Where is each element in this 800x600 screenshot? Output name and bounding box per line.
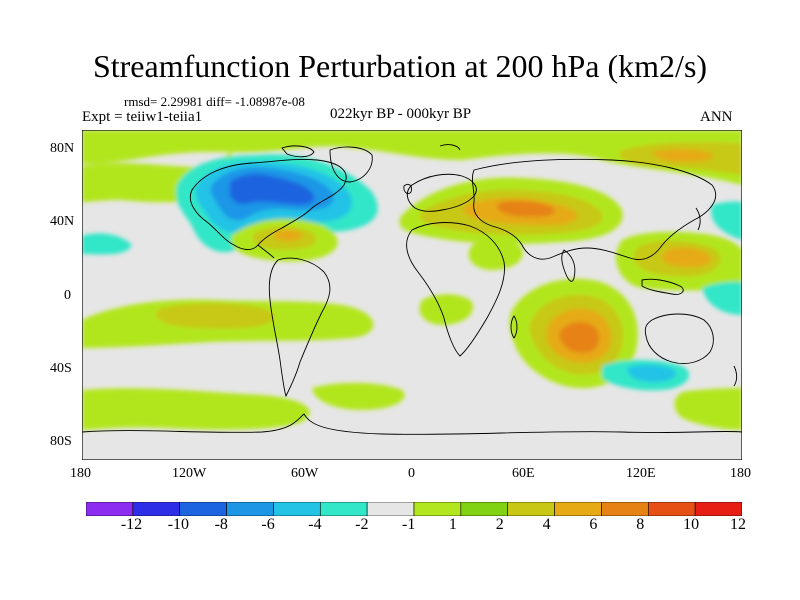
contour-spac-west-lightblue — [627, 364, 676, 382]
colorbar-label: -10 — [167, 516, 190, 533]
contour-arctic-green — [82, 130, 742, 185]
season-label: ANN — [700, 109, 733, 125]
coastline-arctic-islands — [281, 145, 315, 158]
colorbar-label: 4 — [542, 516, 551, 533]
contour-npac-west-cyan — [711, 201, 742, 240]
coastline-central-america — [257, 244, 275, 259]
coastline-asia — [472, 158, 717, 260]
colorbar-label: 2 — [495, 516, 504, 533]
coastline-madagascar — [510, 315, 518, 339]
contour-gulf-orange — [274, 230, 303, 241]
colorbar-swatch — [179, 502, 227, 516]
contour-na-darkblue — [229, 174, 315, 205]
colorbar-label: -6 — [261, 516, 275, 533]
period-label: 022kyr BP - 000kyr BP — [330, 106, 472, 122]
coastline-svalbard — [439, 144, 461, 151]
colorbar-label: -1 — [402, 516, 416, 533]
coastline-japan — [695, 207, 701, 231]
contour-eurasia-darkorange — [497, 201, 555, 217]
contour-wpac-orange — [661, 247, 711, 268]
plot-title: Streamfunction Perturbation at 200 hPa (… — [92, 48, 708, 84]
contour-spac-yellow — [156, 303, 275, 329]
contour-arctic-orange — [652, 149, 713, 162]
lat-tick-80s: 80S — [50, 434, 72, 449]
lon-tick-60w: 60W — [291, 466, 319, 481]
lon-tick-120e: 120E — [626, 466, 656, 481]
coastline-europe — [406, 173, 477, 212]
colorbar-label: -2 — [355, 516, 369, 533]
lat-tick-eq: 0 — [64, 288, 71, 303]
contour-africa-green — [468, 240, 523, 270]
lon-tick-120w: 120W — [172, 466, 207, 481]
colorbar-swatch — [413, 502, 462, 516]
colorbar-label: 12 — [730, 516, 746, 533]
contour-indian-darkorange — [559, 322, 600, 353]
colorbar-swatch — [601, 502, 649, 516]
lat-tick-40n: 40N — [50, 214, 75, 229]
colorbar-swatch — [366, 502, 415, 516]
contour-so-green — [82, 388, 310, 430]
colorbar-label: 6 — [589, 516, 598, 533]
coastline-greenland — [329, 146, 373, 183]
lon-tick-60e: 60E — [512, 466, 535, 481]
coastline-africa — [406, 222, 505, 357]
colorbar-swatch — [273, 502, 321, 516]
colorbar-label: 10 — [683, 516, 700, 533]
lon-tick-0: 0 — [408, 466, 415, 481]
coastline-south-america — [268, 257, 331, 398]
colorbar-swatch — [460, 502, 509, 516]
coastline-india — [561, 249, 576, 282]
lon-tick-180e: 180 — [730, 466, 751, 481]
coastlines — [82, 144, 742, 435]
coastline-australia — [644, 313, 714, 364]
coastline-new-zealand — [733, 365, 738, 387]
streamfunction-map — [82, 130, 742, 460]
colorbar-swatch — [647, 502, 696, 516]
colorbar-label: -12 — [120, 516, 143, 533]
colorbar-swatch — [319, 502, 368, 516]
colorbar-label: 1 — [448, 516, 457, 533]
colorbar-label: -8 — [214, 516, 228, 533]
contour-fill-layer — [82, 130, 742, 430]
coastline-maritime — [641, 278, 684, 295]
experiment-label: Expt = teiiw1-teiia1 — [82, 109, 203, 125]
stats-text: rmsd= 2.29981 diff= -1.08987e-08 — [124, 94, 305, 109]
lat-tick-40s: 40S — [50, 361, 72, 376]
contour-satl-green — [419, 294, 473, 325]
contour-east-cyan — [702, 281, 742, 315]
lat-tick-80n: 80N — [50, 141, 75, 156]
colorbar-label: -4 — [308, 516, 322, 533]
contour-npac-east-cyan — [82, 233, 132, 255]
colorbar-swatch — [507, 502, 555, 516]
coastline-antarctica — [82, 413, 742, 435]
colorbar-swatch — [132, 502, 181, 516]
contour-so-sa-green — [312, 382, 405, 410]
colorbar-swatch — [226, 502, 274, 516]
contour-so-east-green — [674, 388, 742, 430]
colorbar-swatch — [694, 502, 742, 516]
colorbar-swatch — [86, 502, 134, 516]
colorbar — [86, 502, 742, 516]
coastline-north-america — [189, 159, 347, 250]
coastline-uk — [403, 183, 412, 195]
colorbar-label: 8 — [636, 516, 645, 533]
colorbar-swatch — [554, 502, 602, 516]
lon-tick-180w: 180 — [70, 466, 91, 481]
